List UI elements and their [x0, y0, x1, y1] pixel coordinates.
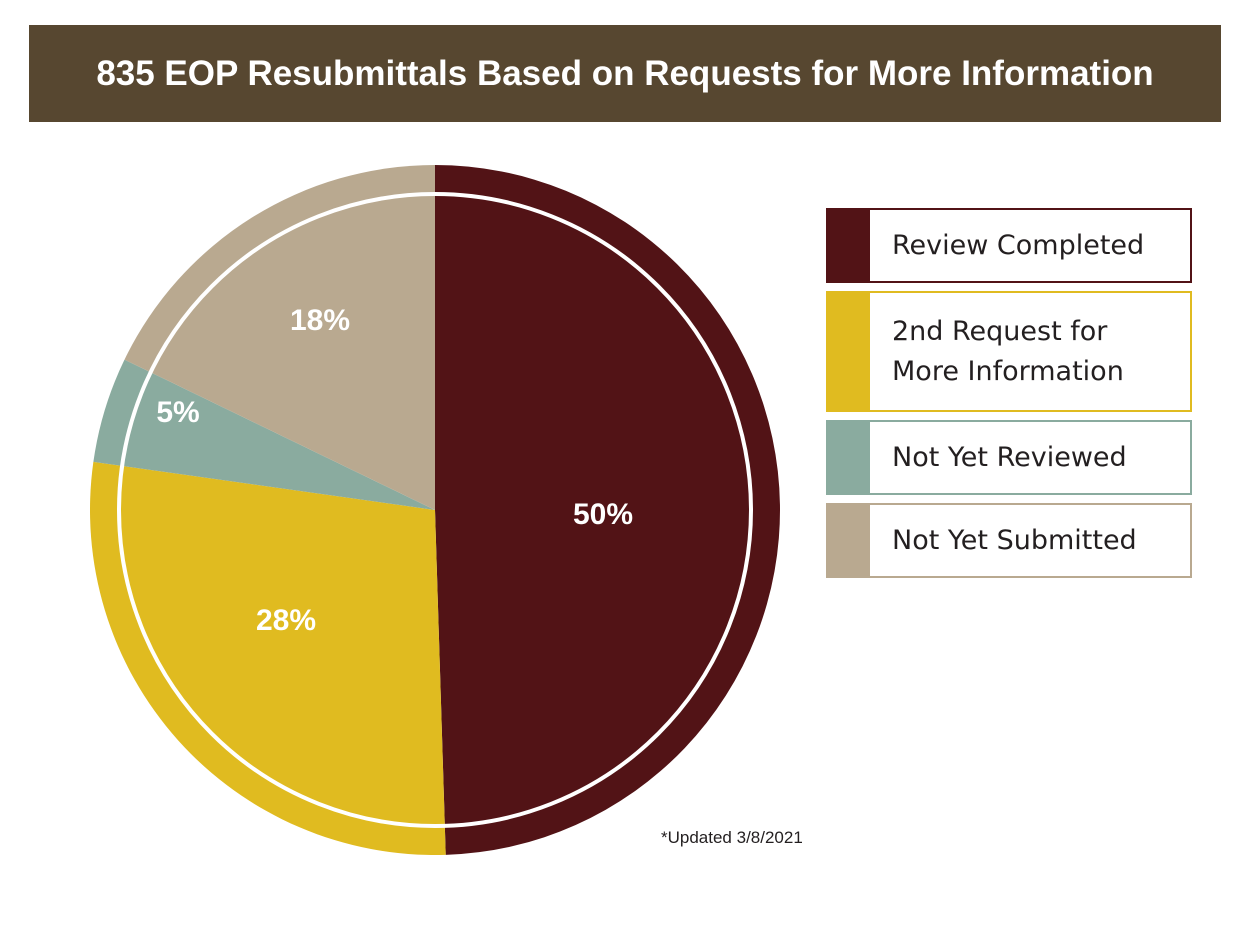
legend-swatch	[828, 422, 870, 493]
legend-item-second-request: 2nd Request for More Information	[826, 291, 1192, 412]
legend-label: Not Yet Reviewed	[892, 441, 1127, 473]
legend: Review Completed 2nd Request for More In…	[826, 208, 1192, 586]
legend-item-not-yet-reviewed: Not Yet Reviewed	[826, 420, 1192, 495]
title-banner: 835 EOP Resubmittals Based on Requests f…	[29, 25, 1221, 122]
updated-footnote: *Updated 3/8/2021	[661, 828, 803, 847]
pie-inner-ring	[117, 192, 753, 828]
legend-label: Not Yet Submitted	[892, 524, 1137, 556]
legend-swatch	[828, 293, 870, 410]
legend-swatch	[828, 210, 870, 281]
chart-title: 835 EOP Resubmittals Based on Requests f…	[96, 53, 1154, 93]
pie-slice-not-yet-reviewed	[93, 359, 435, 510]
legend-item-review-completed: Review Completed	[826, 208, 1192, 283]
pie-slice-2nd-request-for-more-information	[89, 461, 446, 855]
legend-label: 2nd Request for More Information	[892, 315, 1124, 387]
slice-label: 28%	[256, 604, 316, 637]
pie-slice-review-completed	[435, 165, 781, 855]
slice-label: 18%	[290, 304, 350, 337]
legend-label: Review Completed	[892, 229, 1145, 261]
slice-label: 5%	[156, 396, 199, 429]
slice-label: 50%	[573, 498, 633, 531]
legend-item-not-yet-submitted: Not Yet Submitted	[826, 503, 1192, 578]
pie-slice-not-yet-submitted	[124, 165, 435, 510]
legend-swatch	[828, 505, 870, 576]
